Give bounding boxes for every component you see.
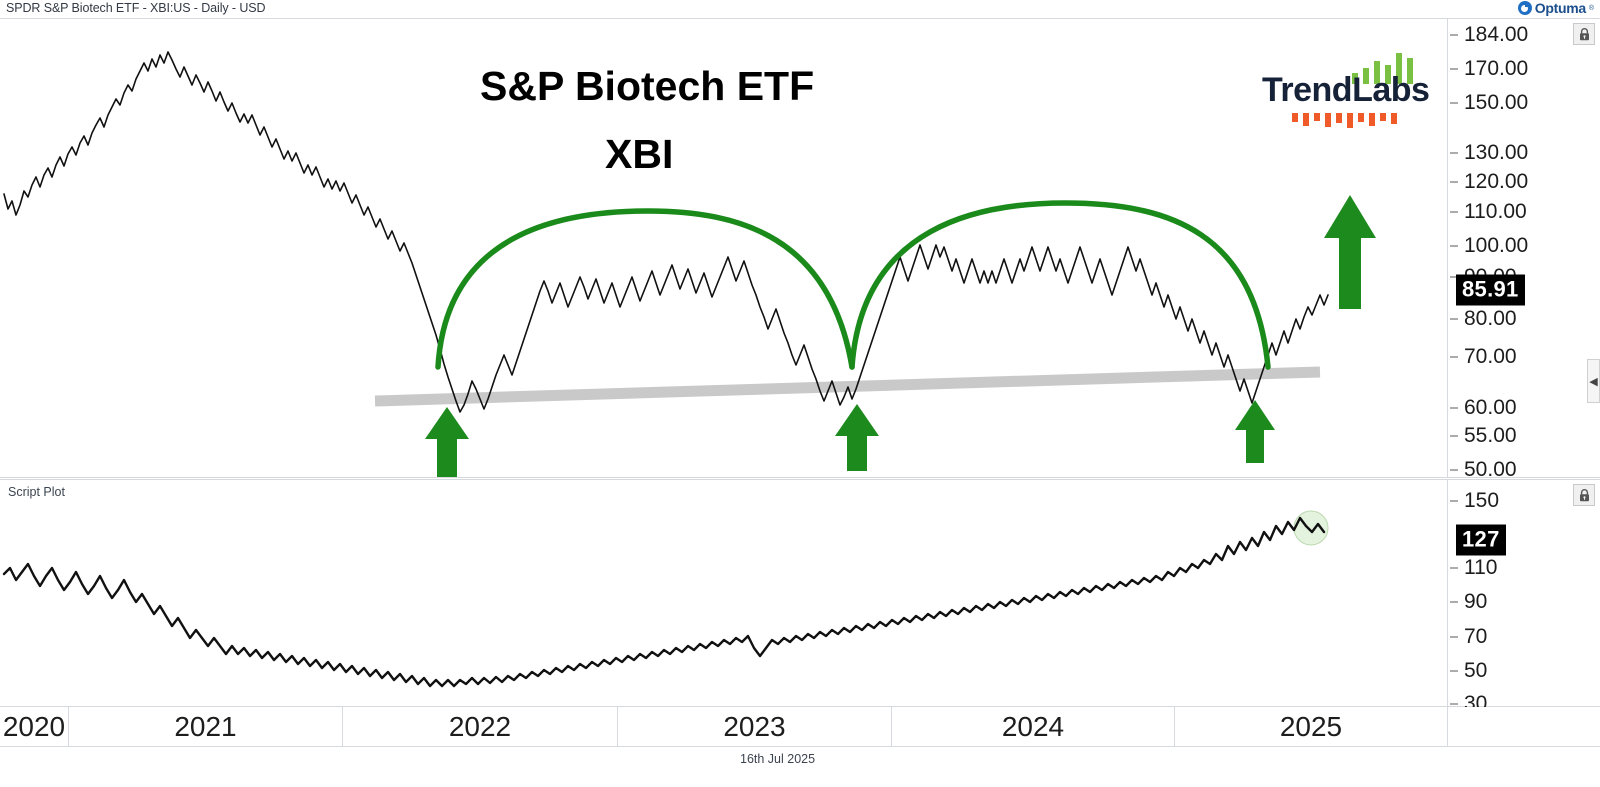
rounded-bottom-arc-2 [849,200,1271,370]
date-axis[interactable]: 2020 2021 2022 2023 2024 2025 [0,707,1447,747]
short-interest-series-line [2,516,1326,688]
low-marker-2 [835,404,879,471]
multi-year-high-highlight [1293,510,1329,546]
page-title: S&P Biotech ETF [480,63,815,109]
script-tick-label: 110 [1464,556,1498,579]
price-plot-area[interactable] [0,19,1447,477]
axis-tick [1450,407,1458,409]
year-cell[interactable]: 2021 [68,707,342,747]
year-label: 2021 [174,711,237,742]
script-tick-label: 90 [1464,590,1488,613]
last-price-badge: 85.91 [1456,274,1525,306]
price-tick-label: 110.00 [1464,200,1527,223]
lock-icon[interactable] [1573,23,1595,45]
axis-tick [1450,356,1458,358]
lock-icon[interactable] [1573,484,1595,506]
rounded-bottom-arc-1 [435,208,855,370]
trendlabs-wordmark: TrendLabs [1262,71,1430,109]
script-tick-label: 50 [1464,659,1488,682]
instrument-title: SPDR S&P Biotech ETF - XBI:US - Daily - … [6,1,266,15]
year-label: 2024 [1001,711,1065,742]
axis-tick [1450,469,1458,471]
price-tick-label: 100.00 [1464,234,1529,257]
axis-tick [1450,670,1458,672]
trendlabs-watermark: TrendLabs [1262,49,1432,129]
year-cell[interactable]: 2023 [617,707,891,747]
low-marker-3 [1235,400,1275,463]
optuma-logo: Optuma ® [1517,0,1594,16]
chevron-left-icon[interactable]: ◀ [1587,359,1600,403]
axis-tick [1450,435,1458,437]
axis-tick [1450,211,1458,213]
year-cell[interactable]: 2025 [1174,707,1447,747]
optuma-circle-icon [1517,1,1532,15]
axis-tick [1450,68,1458,70]
script-plot-panel[interactable]: Script Plot Short Interest Multi-Year Hi… [0,479,1600,715]
year-label: 2022 [448,711,512,742]
title-bar: SPDR S&P Biotech ETF - XBI:US - Daily - … [0,0,1600,18]
axis-tick [1450,703,1458,705]
axis-tick [1450,318,1458,320]
trendlabs-orange-bars-icon [1292,113,1397,128]
script-axis[interactable]: 150 110 90 70 50 30 127 [1447,480,1600,715]
script-tick-label: 150 [1464,489,1500,512]
axis-tick [1450,245,1458,247]
axis-tick [1450,102,1458,104]
optuma-wordmark: Optuma [1534,0,1586,16]
axis-tick [1450,34,1458,36]
price-tick-label: 150.00 [1464,91,1529,114]
panel-label: Script Plot [8,485,65,499]
breakout-arrow [1324,195,1376,309]
price-tick-label: 120.00 [1464,170,1529,193]
axis-tick [1450,636,1458,638]
date-axis-corner [1447,707,1600,747]
price-tick-label: 60.00 [1464,396,1517,419]
axis-tick [1450,567,1458,569]
short-interest-chart-svg [2,510,1329,688]
year-cell[interactable]: 2024 [891,707,1174,747]
footer-date-stamp: 16th Jul 2025 [740,752,816,766]
price-tick-label: 70.00 [1464,345,1517,368]
axis-tick [1450,500,1458,502]
year-cell[interactable]: 2020 [0,707,68,747]
script-tick-label: 70 [1464,625,1488,648]
ticker-subtitle: XBI [605,131,674,177]
price-tick-label: 170.00 [1464,57,1529,80]
price-tick-label: 80.00 [1464,307,1517,330]
last-value-badge: 127 [1456,524,1506,556]
price-chart-svg [3,51,1376,477]
price-tick-label: 55.00 [1464,424,1517,447]
price-tick-label: 50.00 [1464,458,1517,481]
low-marker-1 [425,407,469,477]
trendlabs-green-bars-icon [1352,53,1413,84]
optuma-trademark: ® [1588,4,1594,12]
year-label: 2025 [1279,711,1343,742]
price-tick-label: 184.00 [1464,23,1529,46]
year-label: 2023 [723,711,786,742]
axis-tick [1450,152,1458,154]
price-tick-label: 130.00 [1464,141,1529,164]
year-label: 2020 [2,711,66,742]
script-plot-area[interactable] [0,480,1447,706]
axis-tick [1450,181,1458,183]
axis-tick [1450,276,1458,278]
year-cell[interactable]: 2022 [342,707,617,747]
price-series-line [3,51,1329,413]
axis-tick [1450,601,1458,603]
price-panel[interactable]: 184.00 170.00 150.00 130.00 120.00 110.0… [0,18,1600,481]
price-axis[interactable]: 184.00 170.00 150.00 130.00 120.00 110.0… [1447,19,1600,481]
